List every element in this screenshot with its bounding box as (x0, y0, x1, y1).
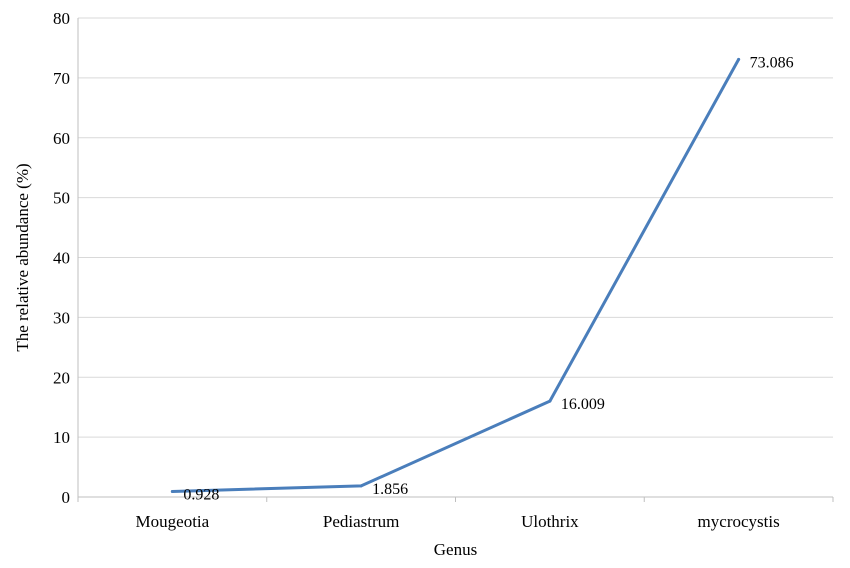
x-tick-label: Ulothrix (521, 512, 579, 531)
y-tick-label: 20 (53, 368, 70, 387)
y-tick-label: 50 (53, 189, 70, 208)
data-point (737, 57, 741, 61)
gridlines (78, 17, 833, 438)
x-axis-title: Genus (434, 540, 477, 559)
series-group (170, 57, 741, 493)
y-tick-label: 70 (53, 69, 70, 88)
x-tick-label: mycrocystis (698, 512, 780, 531)
series-line (170, 57, 741, 493)
y-tick-label: 80 (53, 9, 70, 28)
data-label: 0.928 (183, 486, 219, 503)
y-tick-label: 30 (53, 308, 70, 327)
data-labels: 0.928 1.856 16.009 73.086 (183, 54, 793, 503)
data-point (359, 484, 363, 488)
y-tick-label: 60 (53, 129, 70, 148)
data-point (170, 489, 174, 493)
data-label: 1.856 (372, 481, 408, 498)
y-tick-label: 40 (53, 249, 70, 268)
x-tick-label: Pediastrum (323, 512, 400, 531)
data-label: 16.009 (561, 396, 605, 413)
x-tick-label: Mougeotia (136, 512, 210, 531)
x-axis-tick-labels: Mougeotia Pediastrum Ulothrix mycrocystis (136, 512, 780, 531)
y-tick-label: 10 (53, 428, 70, 447)
y-axis-title: The relative abundance (%) (13, 163, 32, 351)
data-point (548, 399, 552, 403)
axes (77, 18, 834, 502)
data-label: 73.086 (750, 54, 794, 71)
y-tick-label: 0 (62, 488, 71, 507)
y-axis-tick-labels: 0 10 20 30 40 50 60 70 80 (53, 9, 70, 507)
